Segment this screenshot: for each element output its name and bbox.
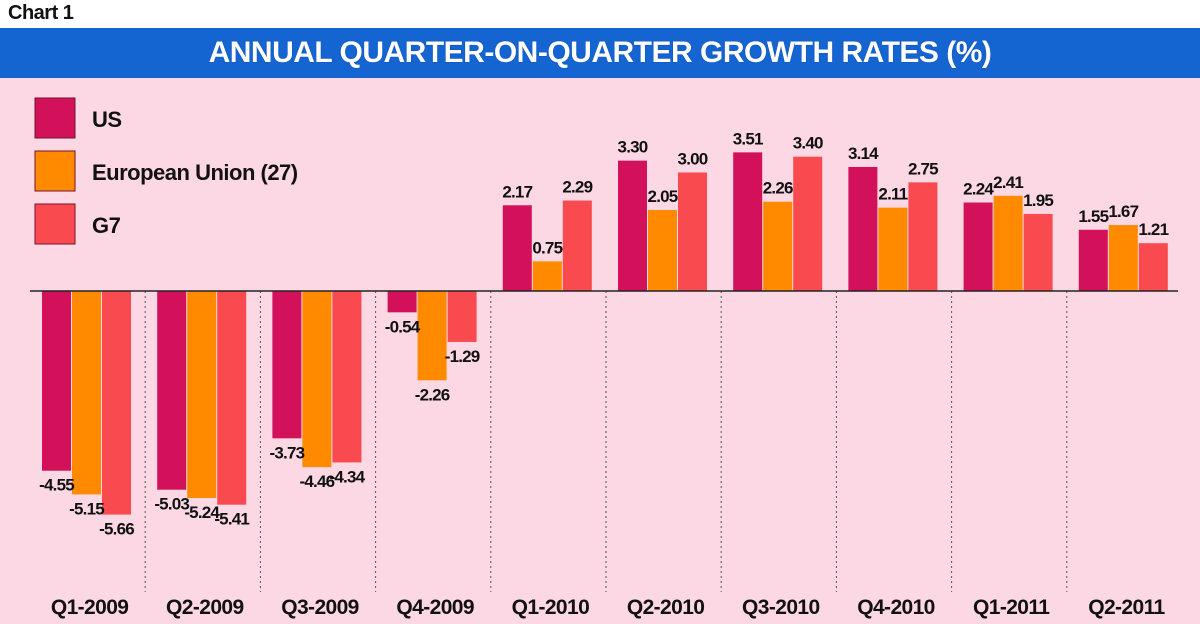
category-label: Q2-2011 (1088, 596, 1165, 619)
bar-us-q3-2010 (733, 152, 763, 291)
bar-us-q3-2009 (272, 291, 302, 439)
data-label: 3.30 (618, 138, 648, 157)
data-label: -4.34 (330, 467, 366, 486)
category-label: Q1-2010 (512, 596, 590, 619)
data-label: -1.29 (445, 347, 480, 366)
data-label: 2.75 (908, 159, 938, 178)
data-label: -5.24 (184, 503, 220, 522)
category-label: Q3-2010 (742, 596, 820, 619)
data-label: -5.03 (154, 495, 189, 514)
data-label: 1.21 (1138, 220, 1168, 239)
bar-us-q2-2010 (618, 160, 647, 291)
data-label: 2.05 (648, 187, 678, 206)
legend-swatch (34, 150, 76, 192)
bar-us-q1-2010 (502, 205, 532, 291)
legend: US European Union (27) G7 (34, 97, 298, 245)
bar-european-union-27-q4-2010 (878, 207, 908, 291)
bar-us-q4-2009 (387, 291, 417, 313)
bar-european-union-27-q2-2009 (187, 291, 217, 498)
bar-g7-q4-2009 (447, 291, 477, 342)
bar-us-q1-2011 (963, 202, 993, 291)
legend-label: US (92, 107, 122, 132)
category-label: Q1-2011 (973, 596, 1050, 619)
data-label: -5.66 (99, 520, 134, 539)
data-label: -5.41 (214, 510, 249, 529)
bar-european-union-27-q2-2011 (1108, 225, 1138, 291)
data-label: 1.95 (1023, 191, 1053, 210)
category-label: Q1-2009 (51, 596, 129, 619)
data-label: 3.14 (848, 144, 879, 163)
chart-plot-area: -4.55 -5.15 -5.66 -5.03 -5.24 -5.41 -3.73 -4.46… (0, 78, 1200, 624)
bar-g7-q2-2010 (678, 172, 707, 291)
bar-us-q2-2011 (1078, 229, 1108, 291)
bar-european-union-27-q1-2010 (532, 261, 562, 291)
bar-european-union-27-q1-2011 (993, 195, 1023, 291)
bar-us-q1-2009 (42, 291, 71, 471)
data-label: 0.75 (532, 238, 562, 257)
bar-g7-q1-2010 (562, 200, 592, 291)
category-label: Q4-2010 (857, 596, 935, 619)
legend-label: G7 (92, 213, 121, 238)
category-label: Q2-2009 (166, 596, 244, 619)
chart-number-label: Chart 1 (8, 2, 74, 24)
bar-european-union-27-q1-2009 (72, 291, 101, 495)
data-label: -0.54 (385, 317, 421, 336)
bar-european-union-27-q4-2009 (417, 291, 447, 381)
bar-european-union-27-q3-2010 (763, 201, 793, 291)
category-labels-group: Q1-2009 Q2-2009 Q3-2009 Q4-2009 Q1-2010 Q2-20… (51, 596, 1166, 619)
data-label: 2.26 (763, 179, 793, 198)
data-label: 3.51 (733, 129, 763, 148)
title-bar: ANNUAL QUARTER-ON-QUARTER GROWTH RATES (… (0, 28, 1200, 78)
bar-european-union-27-q2-2010 (648, 210, 677, 291)
chart-title: ANNUAL QUARTER-ON-QUARTER GROWTH RATES (… (208, 36, 992, 69)
data-label: 2.11 (878, 185, 907, 204)
bar-us-q4-2010 (848, 166, 878, 291)
bar-g7-q3-2010 (793, 156, 823, 291)
data-label: -2.26 (415, 385, 450, 404)
data-label: -3.73 (270, 443, 305, 462)
bar-g7-q1-2009 (102, 291, 131, 515)
data-labels-group: -4.55 -5.15 -5.66 -5.03-5.24-5.41 -3.73 -4.46… (39, 129, 1169, 539)
bar-european-union-27-q3-2009 (302, 291, 332, 468)
bars-group (42, 152, 1168, 515)
bar-g7-q3-2009 (332, 291, 362, 463)
category-label: Q2-2010 (627, 596, 705, 619)
bar-g7-q4-2010 (908, 182, 938, 291)
data-label: 2.29 (562, 178, 592, 197)
bar-chart: -4.55 -5.15 -5.66 -5.03-5.24-5.41 -3.73 -4.46… (0, 78, 1200, 624)
legend-label: European Union (27) (92, 160, 298, 185)
data-label: 3.40 (793, 134, 823, 153)
data-label: -4.55 (39, 476, 74, 495)
data-label: 2.17 (502, 182, 532, 201)
data-label: 1.67 (1108, 202, 1138, 221)
data-label: 2.41 (993, 173, 1023, 192)
data-label: -5.15 (69, 499, 104, 518)
bar-g7-q1-2011 (1023, 213, 1053, 291)
data-label: 3.00 (678, 150, 708, 169)
legend-swatch (34, 97, 76, 139)
data-label: 2.24 (963, 180, 994, 199)
data-label: -4.46 (300, 472, 335, 491)
data-label: 1.55 (1078, 207, 1108, 226)
category-label: Q4-2009 (396, 596, 474, 619)
bar-us-q2-2009 (157, 291, 187, 490)
bar-g7-q2-2009 (217, 291, 247, 505)
category-label: Q3-2009 (281, 596, 359, 619)
bar-g7-q2-2011 (1138, 243, 1168, 291)
category-separators (144, 291, 1068, 592)
legend-swatch (34, 203, 76, 245)
